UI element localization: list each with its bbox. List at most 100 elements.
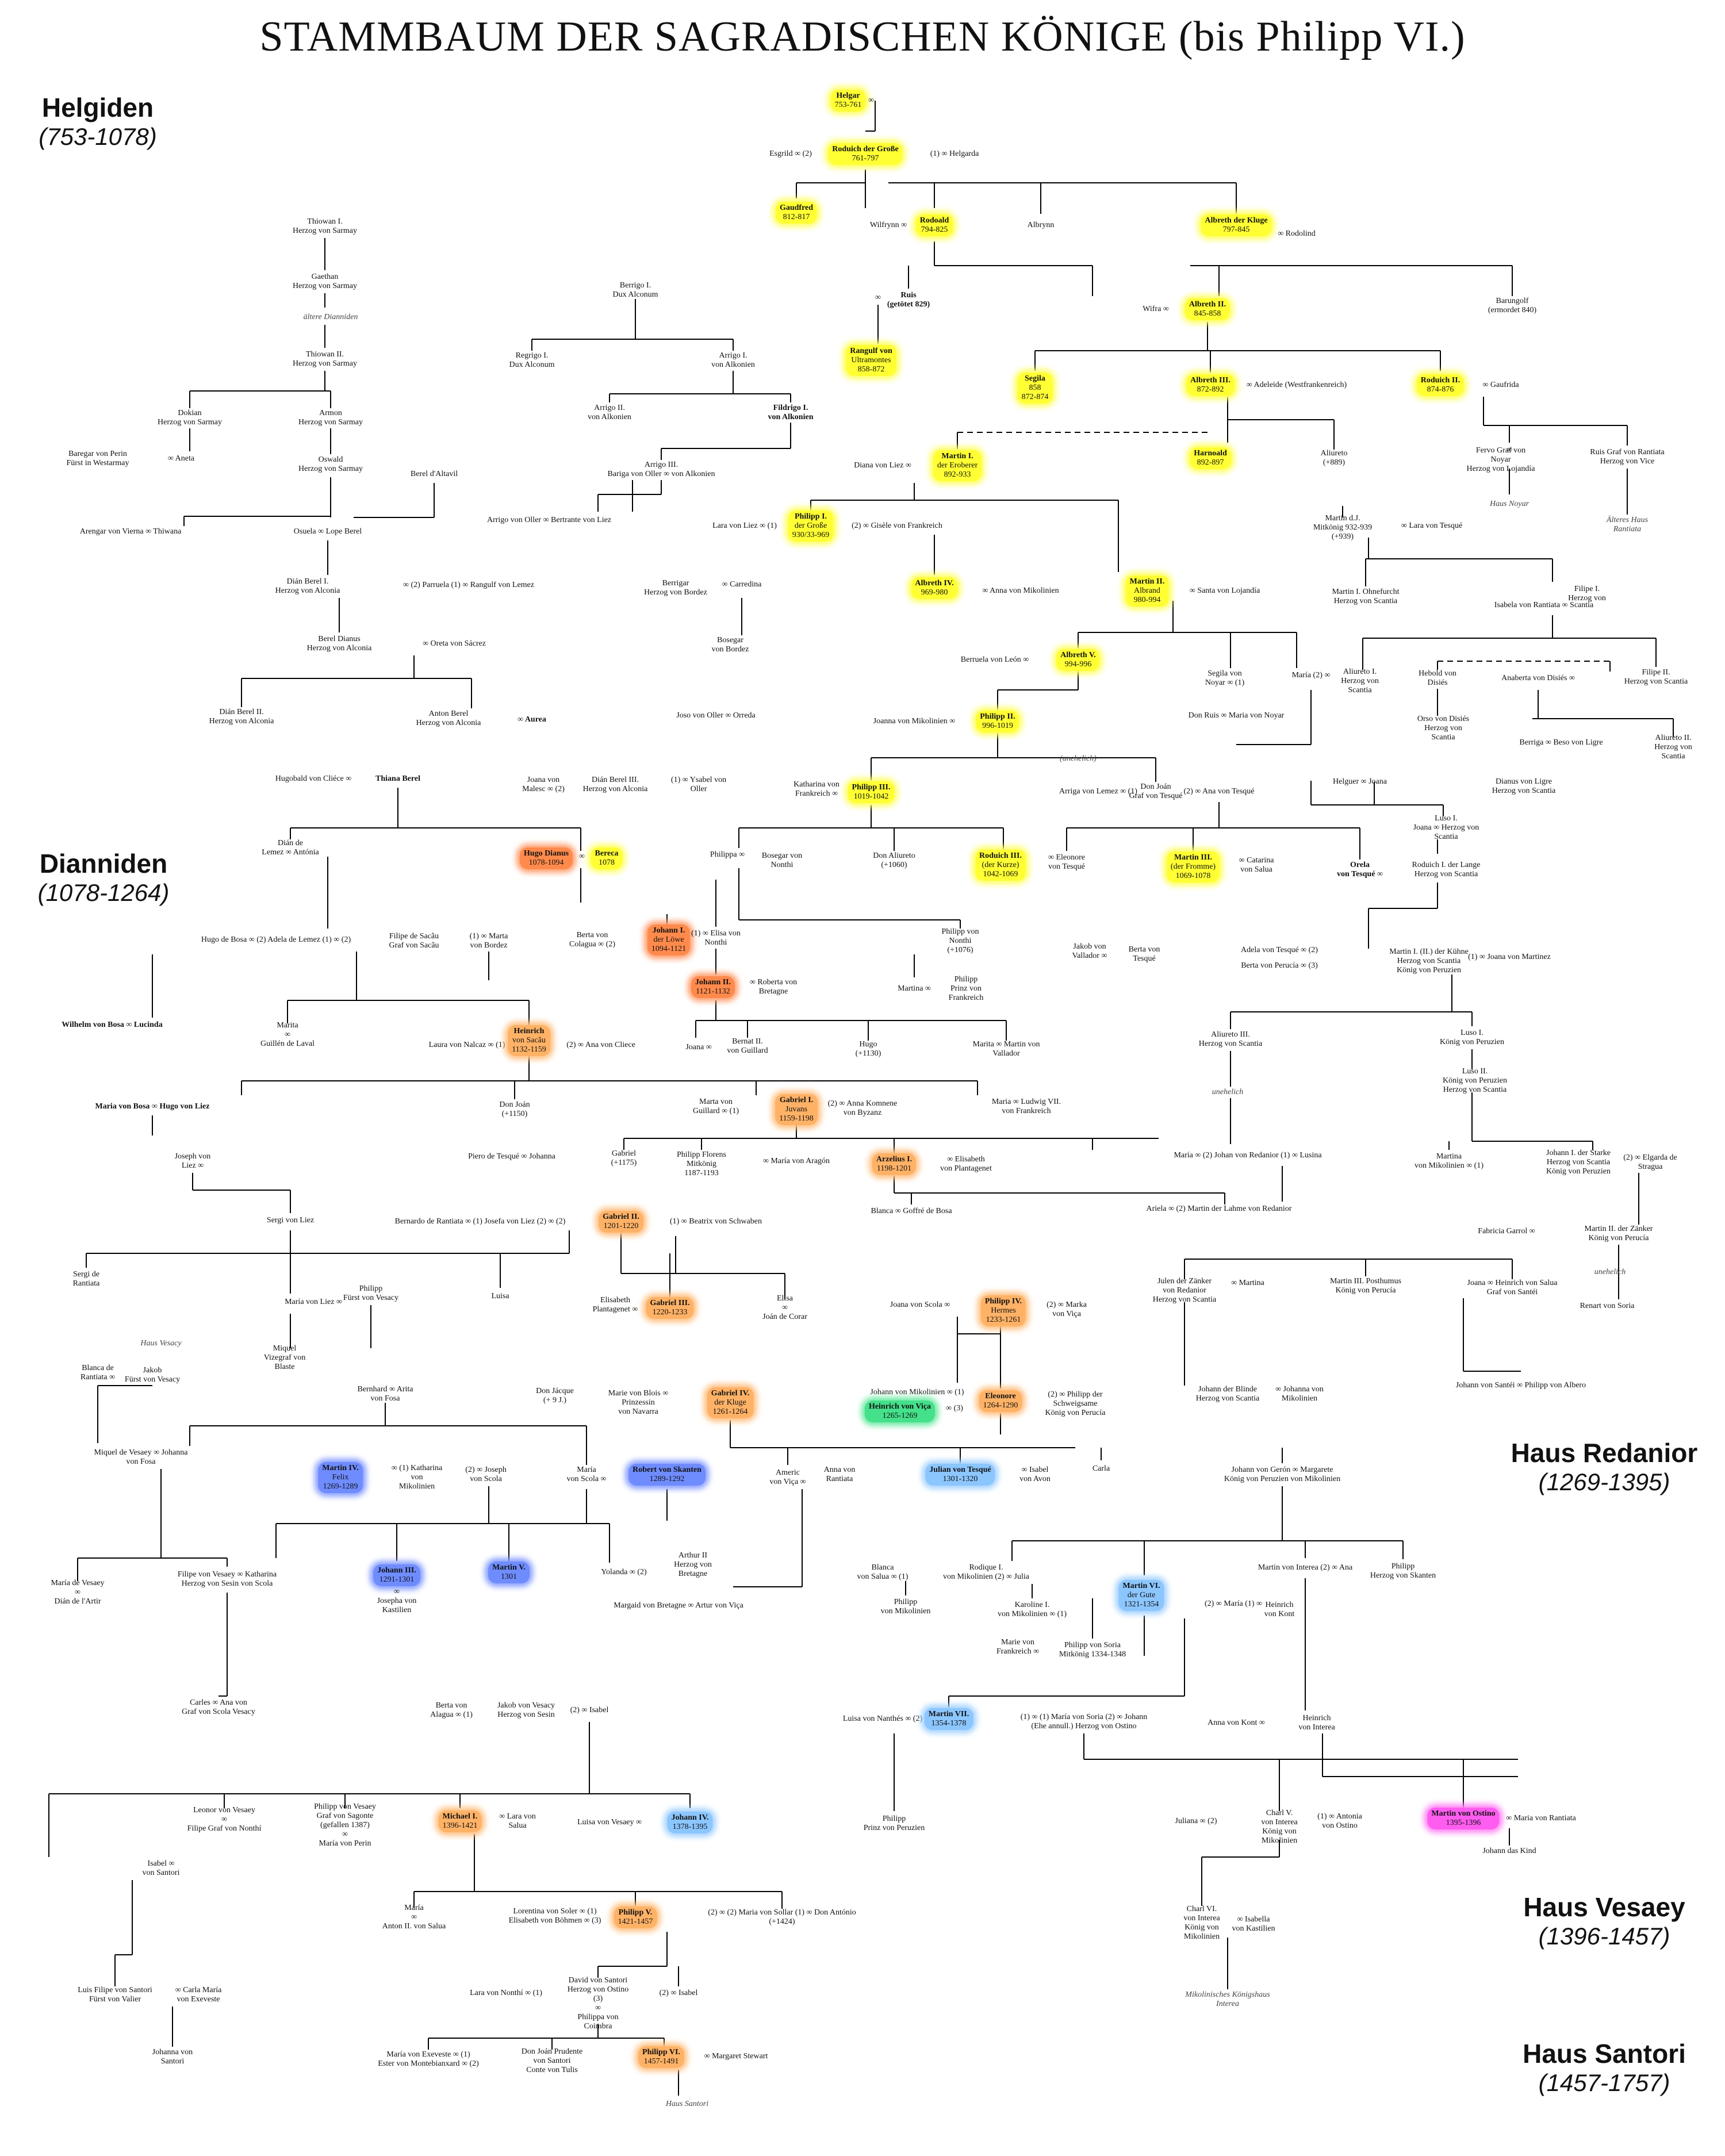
person-text-line: (Ehe annull.) Herzog von Ostino [1031,1722,1137,1731]
person-roberta: ∞ Roberta von Bretagne [750,978,797,996]
person-text-line: ∞ María von Aragón [762,1157,830,1165]
person-adela-t: Adela von Tesqué ∞ (2) [1241,946,1318,955]
person-filipe-s: Filipe de Sacãu Graf von Sacãu [389,932,439,950]
person-text-line: Berta von [576,931,608,939]
person-text-line: Baregar von Perin [68,450,127,458]
person-text-line: Blanca de [82,1364,114,1372]
person-miquel-v: Miquel Vizegraf von Blaste [264,1344,306,1372]
person-americ: Americ von Viça ∞ [769,1468,806,1487]
person-text-line: Lemez ∞ Antónia [262,848,319,857]
person-text-line: Herzog von Scantia [1443,1085,1507,1094]
person-text-line: ∞ Roberta von [749,978,798,987]
person-luis-f: Luis Filipe von Santori Fürst von Valier [78,1986,152,2004]
person-anna-k: (2) ∞ Anna Komnene von Byzanz [828,1099,898,1118]
person-text-line: Heinrich [1265,1601,1294,1609]
person-text-line: Philipp V. [618,1908,653,1917]
person-joana-mz: (1) ∞ Joana von Martinez [1468,953,1551,962]
person-text-line: Dokian [178,409,202,417]
person-text-line: Scantia [1348,686,1372,695]
person-text-line: Herzog von Skanten [1370,1571,1436,1580]
person-arrigo-o: Arrigo von Oller ∞ Bertrante von Liez [487,516,611,525]
person-text-line: von Kastilien [1232,1924,1275,1933]
person-text-line: Thiowan II. [305,350,344,359]
person-text-line: von Interea [1261,1818,1298,1827]
person-text-line: Aliureto III. [1211,1030,1250,1039]
person-wifra: Wifra ∞ [1143,305,1169,314]
person-text-line: 794-825 [921,225,948,234]
person-martin4: Martin IV. Felix 1269-1289 [318,1462,363,1493]
person-segila-n: Segila von Noyar ∞ (1) [1205,669,1244,688]
person-gabriel4: Gabriel IV. der Kluge 1261-1264 [707,1387,754,1418]
person-rodoald: Rodoald 794-825 [915,214,953,236]
person-text-line: Herzog von Scantia [1397,957,1461,965]
person-philipp-n: Philipp von Nonthi (+1076) [942,927,979,955]
person-text-line: Frankreich [948,993,984,1002]
person-text-line: Arthur II [678,1551,708,1560]
person-philipp3: Philipp III. 1019-1042 [848,781,895,803]
person-ysabel: (1) ∞ Ysabel von Oller [671,776,726,794]
person-don-jacque: Don Jácque (+ 9 J.) [536,1387,574,1405]
person-joana-s: Joana von Scola ∞ [890,1300,950,1310]
person-text-line: Albreth III. [1190,376,1230,385]
person-text-line: von Byzanz [843,1108,882,1117]
person-text-line: Anton Berel [428,709,469,718]
person-hugo-bosa: Hugo de Bosa ∞ (2) Adela de Lemez (1) ∞ … [201,935,351,945]
person-maria-s: María von Scola ∞ [566,1466,606,1484]
person-text-line: Maria ∞ Ludwig VII. [991,1098,1061,1106]
person-text-line: Johanna von [152,2048,193,2057]
person-berriga: Berriga ∞ Beso von Ligre [1519,738,1603,747]
person-text-line: Bosegar [717,636,743,645]
person-text-line: 1121-1132 [696,987,730,996]
person-thiowan1: Thiowan I. Herzog von Sarmay [293,217,357,236]
person-filipe1: Filipe I. Herzog von [1568,585,1606,603]
person-text-line: Josepha von [377,1597,417,1605]
person-text-line: Berta von [435,1701,467,1710]
person-gaufrida: ∞ Gaufrida [1482,381,1519,390]
person-text-line: Philipp III. [852,783,891,792]
person-text-line: Blanca ∞ Goffré de Bosa [871,1207,952,1215]
person-text-line: Alagua ∞ (1) [430,1710,473,1719]
person-lara-n: Lara von Nonthí ∞ (1) [470,1989,542,1998]
person-text-line: unehelich [1594,1268,1626,1276]
person-martin1-2: Martin I. (II.) der Kühne Herzog von Scan… [1389,947,1469,975]
person-text-line: María (2) ∞ [1291,671,1331,680]
person-text-line: ∞ Eleonore [1048,853,1086,862]
person-philippa: Philippa ∞ [710,850,745,860]
person-text-line: 1291-1301 [379,1575,415,1584]
person-text-line: Herzog von Alconia [275,586,340,595]
person-joseph-s: (2) ∞ Joseph von Scola [465,1466,506,1484]
person-text-line: (2) ∞ (2) Maria von Sollar (1) ∞ Don Ant… [708,1908,856,1917]
person-dian1: Dián Berel I. Herzog von Alconia [275,577,340,596]
person-maria-dv: María de Vesaey ∞ Dián de l'Artir [51,1579,104,1606]
person-sergi-r: Sergi de Rantiata [73,1270,100,1288]
person-text-line: Marie von Blois ∞ [608,1389,669,1398]
person-text-line: Aliureto II. [1655,734,1692,742]
person-text-line: Thiowan I. [307,217,343,226]
person-laura: Laura von Nalcaz ∞ (1) [429,1041,505,1050]
person-blanca-r: Blanca de Rantiata ∞ [80,1364,115,1382]
person-luso2: Luso II. König von Peruzien Herzog von Sca… [1443,1067,1507,1095]
person-text-line: Filipe von Vesaey ∞ Katharina [177,1570,277,1579]
person-text-line: ∞ [782,1303,788,1312]
person-adeleide: ∞ Adeleide (Westfrankenreich) [1247,381,1347,390]
person-text-line: 1159-1198 [779,1114,814,1123]
person-text-line: 812-817 [783,213,810,221]
person-carla-m: ∞ Carla María von Exeveste [175,1986,222,2004]
person-oreta: ∞ Oreta von Sácrez [423,639,486,649]
person-text-line: Lara von Nonthí ∞ (1) [470,1989,542,1997]
person-text-line: Blaste [274,1363,295,1371]
person-text-line: Martin IV. [322,1464,359,1472]
person-filipe2: Filipe II. Herzog von Scantia [1624,668,1688,686]
person-text-line: 872-892 [1197,385,1224,394]
house-years: (1269-1395) [1538,1468,1670,1495]
person-text-line: 1301 [500,1572,517,1581]
person-text-line: María von Exeveste ∞ (1) [386,2050,470,2059]
person-joso: Joso von Oller ∞ Orreda [676,711,756,720]
person-maria-e: María von Exeveste ∞ (1) Ester von Monteb… [378,2050,479,2069]
person-text-line: Vallador [992,1049,1020,1058]
person-text-line: Philipp von Soria [1064,1641,1121,1649]
person-text-line: Diana von Liez ∞ [854,461,911,470]
person-haus-noyar: Haus Noyar [1490,500,1529,509]
person-wilfrynn: Wilfrynn ∞ [870,221,907,230]
person-aeltere-d: ältere Dianniden [304,313,358,322]
